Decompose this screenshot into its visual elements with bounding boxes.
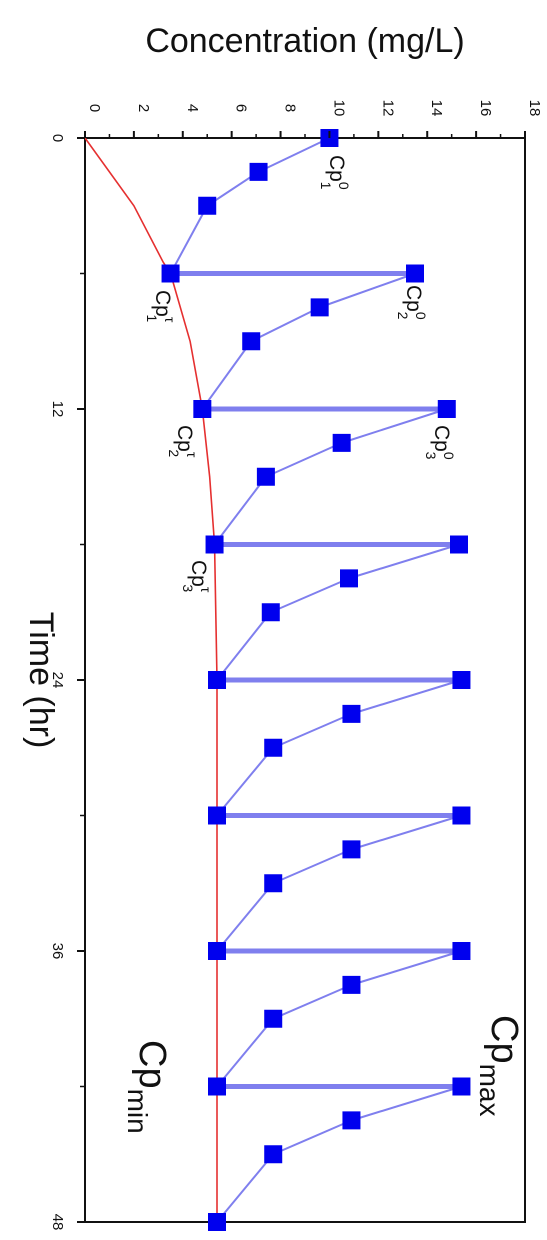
svg-text:Cpτ3: Cpτ3	[180, 560, 214, 593]
annotation-cpmin: Cpmin	[122, 1040, 173, 1134]
data-point-marker	[340, 569, 358, 588]
trough-curve	[84, 137, 218, 1222]
data-point-marker	[342, 704, 361, 723]
decay-segment	[216, 882, 274, 952]
data-point-marker	[452, 1077, 471, 1096]
data-point-marker	[452, 942, 471, 960]
decay-segment	[351, 679, 462, 715]
y-tick-label: 18	[526, 100, 543, 117]
data-point-marker	[342, 1111, 361, 1130]
annotation-cpt-2: Cpτ2	[166, 425, 200, 458]
decay-segment	[216, 611, 272, 681]
svg-text:Cpmax: Cpmax	[474, 1015, 525, 1116]
annotation-cpt-1: Cpτ1	[144, 290, 178, 323]
svg-text:Cpτ2: Cpτ2	[166, 425, 200, 458]
y-tick-label: 14	[428, 100, 445, 117]
annotation-cp0-2: Cp02	[395, 285, 429, 320]
data-point-marker	[208, 671, 226, 689]
decay-segment	[348, 543, 460, 580]
data-point-marker	[198, 196, 217, 215]
decay-segment	[351, 1085, 462, 1122]
x-axis-title: Time (hr)	[22, 612, 60, 749]
data-point-marker	[406, 264, 424, 283]
data-point-marker	[437, 400, 456, 418]
annotation-cp0-1: Cp01	[318, 155, 352, 190]
data-point-marker	[342, 975, 361, 994]
y-tick-label: 2	[135, 104, 152, 112]
data-point-marker	[452, 806, 471, 825]
decay-segment	[216, 1153, 274, 1223]
y-tick-label: 6	[233, 104, 250, 112]
data-point-marker	[256, 467, 275, 486]
x-tick-label: 48	[49, 1214, 66, 1231]
decay-segment	[341, 408, 448, 444]
data-point-marker	[261, 603, 280, 622]
data-point-marker	[450, 535, 468, 554]
svg-text:Cp03: Cp03	[423, 425, 457, 460]
x-tick-label: 36	[49, 943, 66, 960]
data-point-marker	[242, 332, 261, 351]
decay-segment	[272, 848, 352, 885]
decay-segment	[351, 814, 462, 851]
data-point-marker	[452, 671, 471, 689]
decay-segment	[272, 712, 352, 749]
dose-series-layer	[161, 129, 471, 1231]
decay-segment	[250, 306, 321, 343]
annotation-cpt-3: Cpτ3	[180, 560, 214, 593]
decay-segment	[265, 441, 343, 478]
data-point-marker	[264, 1145, 283, 1164]
data-point-marker	[310, 298, 329, 317]
data-point-marker	[264, 738, 283, 757]
x-tick-label: 24	[49, 672, 66, 689]
decay-segment	[319, 272, 416, 309]
x-tick-label: 12	[49, 401, 66, 418]
data-point-marker	[249, 162, 268, 181]
data-point-marker	[342, 840, 361, 859]
data-point-marker	[208, 806, 226, 825]
decay-segment	[272, 1119, 352, 1156]
data-point-marker	[332, 433, 351, 452]
decay-segment	[258, 137, 330, 173]
decay-segment	[201, 340, 253, 410]
annotation-cpmax: Cpmax	[474, 1015, 525, 1116]
decay-segment	[213, 476, 267, 546]
y-tick-label: 8	[282, 104, 299, 112]
y-axis-title: Concentration (mg/L)	[145, 22, 464, 60]
svg-text:Cp02: Cp02	[395, 285, 429, 320]
data-point-marker	[208, 1077, 226, 1096]
svg-text:Cpmin: Cpmin	[122, 1040, 173, 1134]
decay-segment	[216, 747, 274, 817]
svg-text:Cp01: Cp01	[318, 155, 352, 190]
data-point-marker	[208, 1213, 226, 1231]
trough-curve-layer	[84, 137, 218, 1222]
decay-segment	[169, 205, 209, 274]
decay-segment	[270, 577, 350, 614]
y-tick-label: 0	[86, 104, 103, 112]
annotation-cp0-3: Cp03	[423, 425, 457, 460]
decay-segment	[216, 1018, 274, 1088]
svg-text:Cpτ1: Cpτ1	[144, 290, 178, 323]
data-point-marker	[205, 535, 224, 554]
y-tick-label: 4	[184, 104, 201, 112]
decay-segment	[272, 983, 352, 1020]
decay-segment	[351, 950, 462, 986]
data-point-marker	[193, 400, 212, 418]
data-point-marker	[264, 1009, 283, 1028]
y-tick-label: 12	[379, 100, 396, 117]
data-point-marker	[161, 264, 180, 283]
y-tick-label: 16	[477, 100, 494, 117]
y-tick-label: 10	[330, 100, 347, 117]
data-point-marker	[208, 942, 226, 960]
x-tick-label: 0	[49, 134, 66, 142]
data-point-marker	[264, 874, 283, 893]
